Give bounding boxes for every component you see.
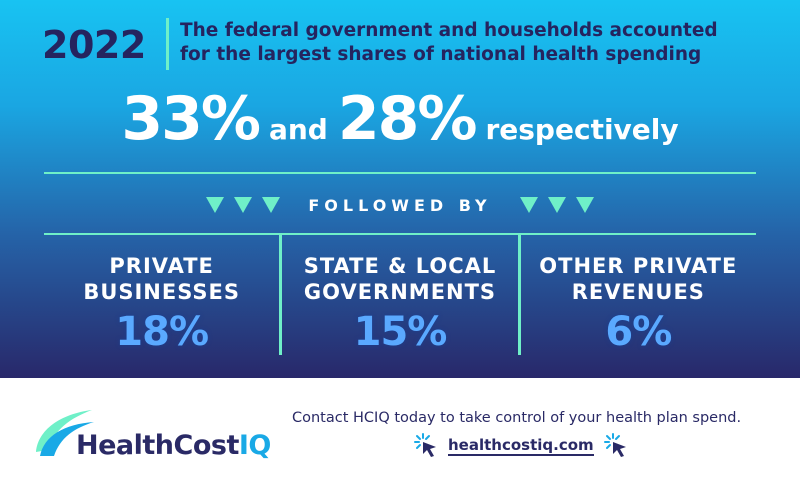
down-triangle-icon xyxy=(234,197,253,213)
stat-percent: 6% xyxy=(605,309,672,355)
year-label: 2022 xyxy=(42,23,146,67)
down-triangle-icon xyxy=(547,197,566,213)
and-word: and xyxy=(268,113,328,146)
left-arrows xyxy=(206,197,281,213)
followed-by-row: FOLLOWED BY xyxy=(0,188,800,222)
cursor-click-icon xyxy=(414,433,436,457)
logo-wordmark: HealthCostIQ xyxy=(76,430,271,462)
footer: HealthCostIQ Contact HCIQ today to take … xyxy=(0,378,800,485)
primary-stats: 33% and 28% respectively xyxy=(0,84,800,166)
stat-column-other-private: OTHER PRIVATE REVENUES 6% xyxy=(521,235,756,355)
followed-by-label: FOLLOWED BY xyxy=(308,195,492,215)
swoosh-icon xyxy=(36,410,94,456)
down-triangle-icon xyxy=(206,197,225,213)
headline-line-2: for the largest shares of national healt… xyxy=(180,44,702,65)
healthcostiq-logo[interactable]: HealthCostIQ xyxy=(30,400,271,462)
stat-label: OTHER PRIVATE REVENUES xyxy=(539,254,738,304)
column-divider xyxy=(279,235,283,355)
stat-label: PRIVATE BUSINESSES xyxy=(83,254,241,304)
divider-rule-mid xyxy=(44,233,756,235)
year-divider xyxy=(166,18,169,70)
stat-column-private-businesses: PRIVATE BUSINESSES 18% xyxy=(44,235,279,355)
stat-label: STATE & LOCAL GOVERNMENTS xyxy=(303,254,497,304)
infographic-banner: 2022 The federal government and househol… xyxy=(0,0,800,378)
federal-share: 33% xyxy=(121,84,261,154)
contact-text: Contact HCIQ today to take control of yo… xyxy=(292,410,742,426)
stat-column-state-local: STATE & LOCAL GOVERNMENTS 15% xyxy=(282,235,517,355)
website-link[interactable]: healthcostiq.com xyxy=(448,436,594,456)
secondary-stats: PRIVATE BUSINESSES 18% STATE & LOCAL GOV… xyxy=(44,235,756,355)
households-share: 28% xyxy=(337,84,478,154)
stat-percent: 18% xyxy=(115,309,209,355)
headline-line-1: The federal government and households ac… xyxy=(180,20,718,41)
down-triangle-icon xyxy=(262,197,281,213)
website-row: healthcostiq.com xyxy=(412,430,630,462)
stat-percent: 15% xyxy=(353,309,448,355)
cursor-click-icon xyxy=(603,433,626,457)
logo-accent-text: IQ xyxy=(238,430,272,461)
logo-main-text: HealthCost xyxy=(76,430,239,461)
down-triangle-icon xyxy=(519,197,538,213)
headline: The federal government and households ac… xyxy=(180,19,770,67)
right-arrows xyxy=(519,197,594,213)
down-triangle-icon xyxy=(575,197,594,213)
respectively-word: respectively xyxy=(485,113,679,146)
column-divider xyxy=(517,235,521,355)
divider-rule-top xyxy=(44,172,756,174)
